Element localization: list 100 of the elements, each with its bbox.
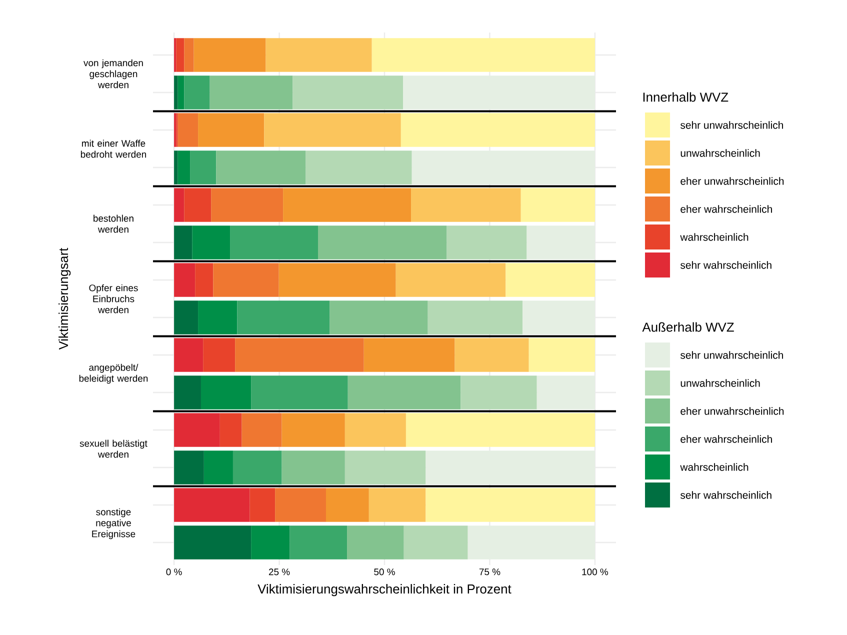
- bar: [232, 450, 282, 484]
- y-tick-label: Opfer eines Einbruchs werden: [89, 284, 138, 314]
- y-axis-title: Viktimisierungsart: [58, 248, 71, 350]
- bar: [174, 376, 201, 410]
- legend-label: wahrscheinlich: [680, 463, 748, 471]
- legend-label: eher unwahrscheinlich: [680, 407, 784, 415]
- legend-label: sehr unwahrscheinlich: [680, 351, 783, 359]
- bar: [275, 488, 326, 522]
- bar: [174, 263, 196, 297]
- bar: [198, 113, 264, 147]
- legend-label: eher wahrscheinlich: [680, 435, 772, 443]
- bar: [282, 413, 345, 447]
- bar: [184, 188, 212, 222]
- bar: [400, 113, 595, 147]
- bar: [396, 263, 506, 297]
- y-tick-label: sonstige negative Ereignisse: [92, 508, 136, 540]
- bar: [210, 76, 293, 110]
- bar: [318, 226, 447, 260]
- x-tick-label: 75 %: [479, 568, 500, 576]
- bar: [230, 226, 318, 260]
- bar: [347, 526, 404, 560]
- bar: [195, 263, 214, 297]
- y-tick-label: angepöbelt/ beleidigt werden: [79, 364, 148, 384]
- y-tick-label: bestohlen werden: [94, 214, 134, 233]
- bar: [506, 263, 595, 297]
- bar: [174, 338, 204, 372]
- bar: [251, 526, 290, 560]
- x-tick-label: 50 %: [374, 568, 395, 576]
- bar: [176, 38, 184, 72]
- bar: [184, 38, 194, 72]
- bar: [200, 376, 252, 410]
- bar: [266, 38, 372, 72]
- bar: [178, 76, 184, 110]
- bar: [428, 300, 523, 334]
- bar: [203, 338, 236, 372]
- legend-label: eher wahrscheinlich: [680, 205, 772, 213]
- bar: [174, 450, 204, 484]
- bar: [368, 488, 426, 522]
- bar: [204, 450, 233, 484]
- bar: [211, 188, 284, 222]
- bar: [520, 188, 595, 222]
- text: Innerhalb WVZ: [643, 92, 728, 102]
- legend-label: wahrscheinlich: [680, 233, 748, 241]
- bar: [174, 76, 178, 110]
- x-tick-label: 100 %: [582, 568, 608, 576]
- bar: [411, 188, 521, 222]
- bar: [174, 150, 178, 184]
- bar: [235, 338, 364, 372]
- bar: [406, 413, 595, 447]
- bar: [242, 413, 282, 447]
- bar: [174, 188, 184, 222]
- legend-label: unwahrscheinlich: [680, 149, 760, 157]
- bar: [454, 338, 529, 372]
- bar: [174, 488, 250, 522]
- bar: [278, 263, 396, 297]
- y-tick-label: von jemanden geschlagen werden: [84, 59, 143, 88]
- bar: [174, 526, 252, 560]
- bar: [344, 413, 406, 447]
- bar: [198, 300, 238, 334]
- bar: [216, 150, 306, 184]
- bar: [184, 76, 210, 110]
- bar: [404, 526, 468, 560]
- bar: [174, 300, 198, 334]
- bar: [174, 226, 192, 260]
- legend-label: sehr wahrscheinlich: [680, 261, 772, 269]
- bar: [326, 488, 369, 522]
- bar: [220, 413, 242, 447]
- bar: [290, 526, 348, 560]
- bar: [264, 113, 401, 147]
- bar: [372, 38, 595, 72]
- bar: [213, 263, 279, 297]
- bar: [426, 488, 595, 522]
- x-axis-title: Viktimisierungswahrscheinlichkeit in Prozent: [258, 584, 512, 596]
- bar: [250, 488, 276, 522]
- legend-label: unwahrscheinlich: [680, 379, 760, 387]
- bar: [251, 376, 348, 410]
- bar: [364, 338, 455, 372]
- bar: [282, 450, 345, 484]
- bar: [283, 188, 412, 222]
- bar: [178, 150, 190, 184]
- bar: [528, 338, 595, 372]
- bar: [194, 38, 266, 72]
- bar: [446, 226, 527, 260]
- bar: [292, 76, 404, 110]
- x-tick-label: 25 %: [268, 568, 290, 576]
- bar: [344, 450, 426, 484]
- bar: [306, 150, 412, 184]
- bar: [178, 113, 198, 147]
- bar: [330, 300, 428, 334]
- x-tick-label: 0 %: [166, 568, 182, 576]
- legend-label: sehr wahrscheinlich: [680, 491, 772, 499]
- text: Außerhalb WVZ: [642, 322, 734, 332]
- legend-label: sehr unwahrscheinlich: [680, 121, 783, 129]
- bar: [460, 376, 537, 410]
- bar: [348, 376, 461, 410]
- y-tick-label: sexuell belästigt werden: [80, 440, 148, 458]
- bar: [190, 150, 216, 184]
- bar: [174, 413, 220, 447]
- y-tick-label: mit einer Waffe bedroht werden: [80, 140, 146, 158]
- legend-label: eher unwahrscheinlich: [680, 177, 784, 185]
